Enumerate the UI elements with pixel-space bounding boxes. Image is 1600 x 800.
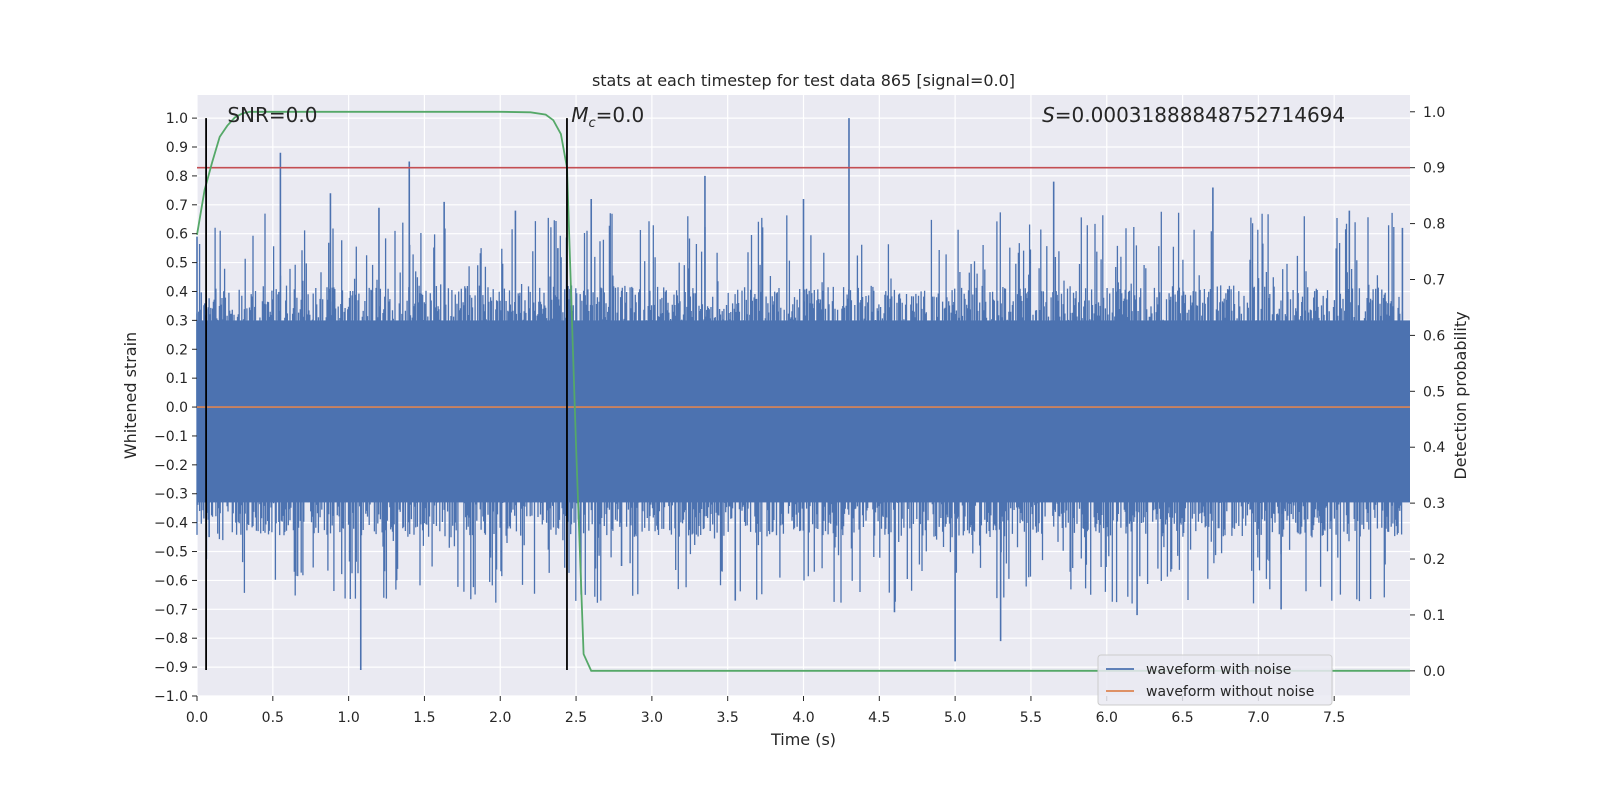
s-rest: =0.00031888848752714694 (1055, 103, 1345, 127)
x-tick-label: 6.5 (1171, 710, 1193, 726)
legend: waveform with noise waveform without nois… (1097, 654, 1333, 706)
y-tick-label: 1.0 (166, 111, 188, 127)
y-tick-label: −0.2 (154, 458, 188, 474)
x-axis-label: Time (s) (770, 730, 836, 749)
s-annotation: S=0.00031888848752714694 (1042, 103, 1345, 127)
mc-sub: c (588, 116, 595, 131)
y-tick-label: −0.1 (154, 429, 188, 445)
x-tick-label: 7.0 (1247, 710, 1269, 726)
x-tick-label: 3.5 (717, 710, 739, 726)
x-tick-label: 3.0 (641, 710, 663, 726)
y-tick-label: 0.6 (166, 227, 188, 243)
y2-axis-label: Detection probability (1451, 311, 1470, 479)
y-tick-label: −0.9 (154, 660, 188, 676)
x-tick-label: 0.0 (186, 710, 208, 726)
y-axis-label: Whitened strain (121, 332, 140, 459)
y2-tick-label: 1.0 (1423, 105, 1445, 121)
y2-tick-label: 0.3 (1423, 496, 1445, 512)
y-tick-label: 0.9 (166, 140, 188, 156)
y-tick-label: −0.8 (154, 631, 188, 647)
y2-tick-label: 0.7 (1423, 272, 1445, 288)
mc-annotation: Mc=0.0 (571, 103, 644, 131)
y-tick-label: −1.0 (154, 689, 188, 705)
x-tick-label: 7.5 (1323, 710, 1345, 726)
y2-tick-label: 0.6 (1423, 328, 1445, 344)
y-tick-label: 0.8 (166, 169, 188, 185)
y-tick-label: 0.5 (166, 256, 188, 272)
mc-suffix: =0.0 (596, 103, 645, 127)
y-tick-label: −0.6 (154, 573, 188, 589)
y2-tick-label: 0.0 (1423, 664, 1445, 680)
y-tick-label: 0.7 (166, 198, 188, 214)
legend-entry: waveform without noise (1146, 684, 1314, 700)
s-italic: S (1042, 103, 1055, 127)
x-tick-label: 1.0 (337, 710, 359, 726)
x-tick-label: 6.0 (1096, 710, 1118, 726)
x-tick-label: 2.5 (565, 710, 587, 726)
snr-annotation: SNR=0.0 (227, 103, 317, 127)
y2-tick-label: 0.9 (1423, 161, 1445, 177)
legend-entry: waveform with noise (1146, 662, 1291, 678)
y2-tick-label: 0.1 (1423, 608, 1445, 624)
x-tick-label: 1.5 (413, 710, 435, 726)
y2-tick-label: 0.4 (1423, 440, 1445, 456)
noise-core-band (197, 320, 1410, 503)
y-tick-label: 0.1 (166, 371, 188, 387)
x-tick-label: 5.5 (1020, 710, 1042, 726)
x-tick-label: 4.5 (868, 710, 890, 726)
y-tick-label: 0.4 (166, 284, 188, 300)
y-tick-label: −0.5 (154, 545, 188, 561)
y-tick-label: 0.0 (166, 400, 188, 416)
x-tick-label: 2.0 (489, 710, 511, 726)
series-detection-probability (196, 110, 1410, 672)
y-tick-label: 0.2 (166, 342, 188, 358)
x-tick-label: 4.0 (792, 710, 814, 726)
y2-tick-label: 0.5 (1423, 384, 1445, 400)
y-tick-label: −0.3 (154, 487, 188, 503)
chart-title: stats at each timestep for test data 865… (592, 71, 1015, 90)
legend-box (1097, 654, 1333, 706)
overlays (196, 110, 1410, 672)
y-tick-label: −0.4 (154, 516, 188, 532)
y-tick-label: 0.3 (166, 313, 188, 329)
x-tick-label: 5.0 (944, 710, 966, 726)
y2-tick-label: 0.8 (1423, 217, 1445, 233)
mc-prefix: M (571, 103, 588, 127)
x-tick-label: 0.5 (262, 710, 284, 726)
y2-tick-label: 0.2 (1423, 552, 1445, 568)
tick-labels: 0.0 0.5 1.0 1.5 2.0 2.5 3.0 3.5 4.0 4.5 5.0 5.5 6.0 6… (154, 105, 1445, 726)
y-tick-label: −0.7 (154, 602, 188, 618)
